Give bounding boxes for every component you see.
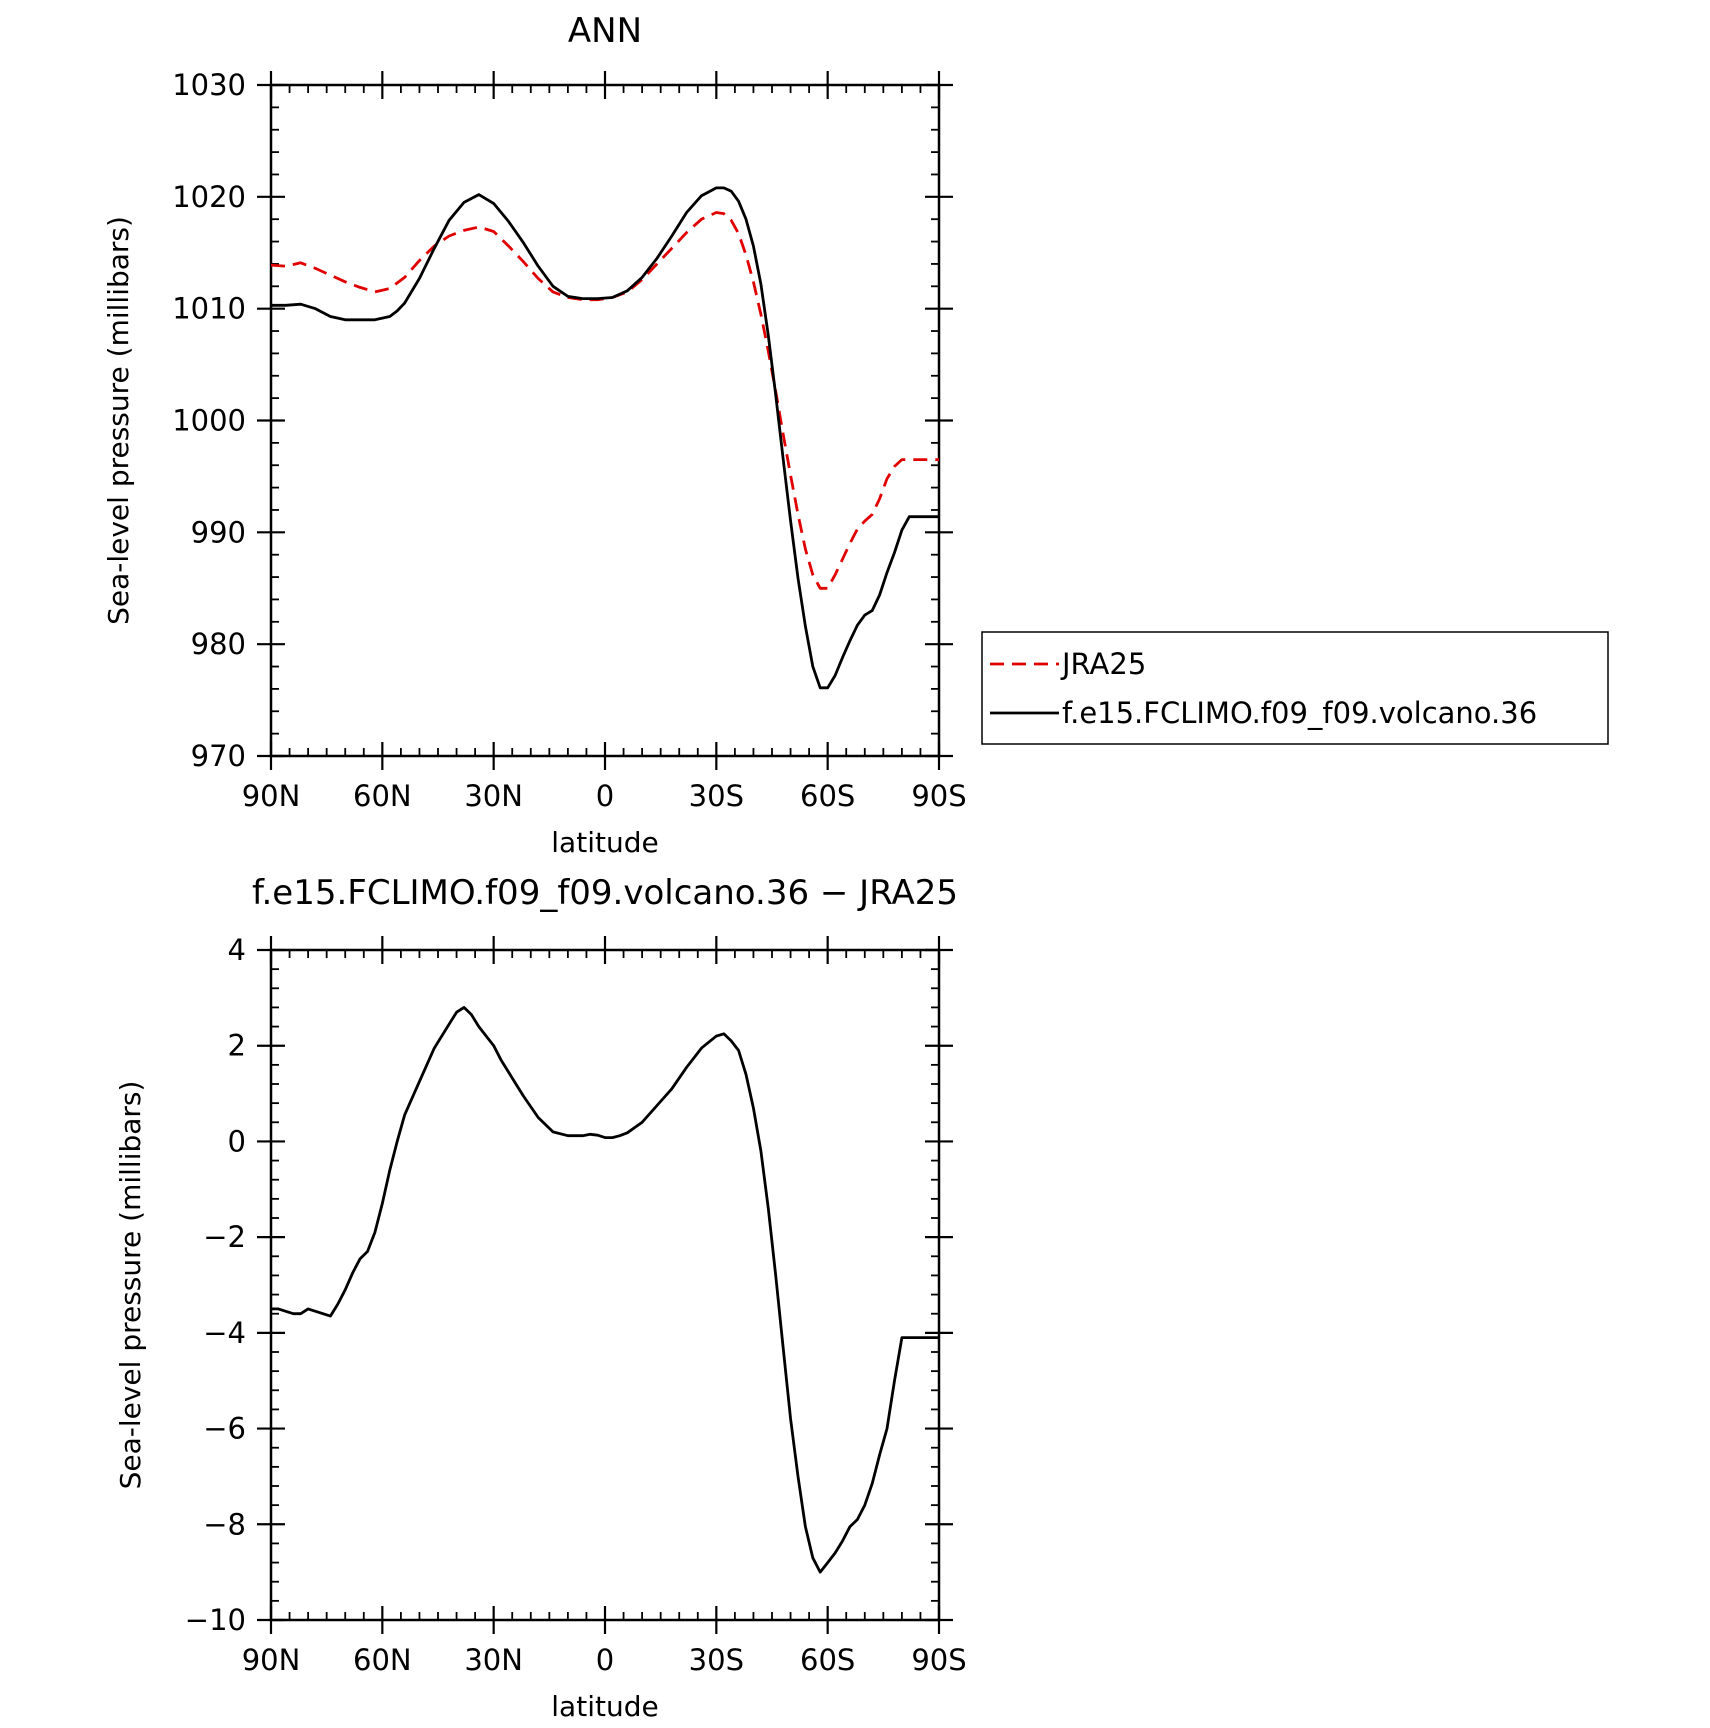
- y-tick-label: 4: [228, 933, 246, 967]
- x-tick-label: 0: [596, 779, 614, 813]
- y-tick-label: 1030: [172, 68, 246, 102]
- x-tick-label: 90S: [911, 779, 966, 813]
- chart-title: ANN: [568, 11, 642, 51]
- x-tick-label: 0: [596, 1643, 614, 1677]
- plot-frame: [269, 83, 941, 758]
- y-tick-label: 1020: [172, 180, 246, 214]
- chart-title: f.e15.FCLIMO.f09_f09.volcano.36 − JRA25: [252, 873, 958, 913]
- x-tick-label: 60N: [353, 1643, 412, 1677]
- y-tick-label: 1010: [172, 292, 246, 326]
- y-tick-label: −2: [203, 1220, 246, 1254]
- y-tick-label: −10: [185, 1603, 246, 1637]
- legend-box: [981, 631, 1609, 745]
- x-tick-label: 90N: [242, 1643, 301, 1677]
- legend: JRA25 f.e15.FCLIMO.f09_f09.volcano.36: [981, 631, 1609, 745]
- y-tick-label: 0: [228, 1124, 246, 1158]
- y-tick-label: 2: [228, 1029, 246, 1063]
- panel-top: ANN 90N 60N 30N 0 30S 60S 90S 1030 1020 1010 1000 99…: [102, 11, 1609, 859]
- x-tick-label: 90N: [242, 779, 301, 813]
- legend-entry-label: JRA25: [1060, 647, 1146, 681]
- x-axis-label: latitude: [551, 1690, 658, 1723]
- plot-frame: [269, 948, 941, 1622]
- x-tick-label: 30N: [464, 1643, 523, 1677]
- x-tick-label: 60S: [800, 1643, 855, 1677]
- y-tick-label: −8: [203, 1507, 246, 1541]
- y-axis-label: Sea-level pressure (millibars): [114, 1081, 147, 1490]
- x-tick-label: 90S: [911, 1643, 966, 1677]
- x-axis-label: latitude: [551, 826, 658, 859]
- x-tick-label: 30N: [464, 779, 523, 813]
- y-tick-label: 990: [191, 515, 246, 549]
- x-tick-label: 30S: [689, 1643, 744, 1677]
- y-tick-label: 970: [191, 739, 246, 773]
- panel-bottom: f.e15.FCLIMO.f09_f09.volcano.36 − JRA25 9…: [114, 873, 967, 1723]
- x-tick-label: 60N: [353, 779, 412, 813]
- y-tick-label: −4: [203, 1316, 246, 1350]
- y-tick-label: −6: [203, 1412, 246, 1446]
- series-line-1: [271, 186, 939, 690]
- x-tick-label: 60S: [800, 779, 855, 813]
- y-tick-label: 1000: [172, 404, 246, 438]
- legend-entry-label: f.e15.FCLIMO.f09_f09.volcano.36: [1062, 696, 1537, 730]
- series-line-0: [271, 1006, 939, 1574]
- x-tick-label: 30S: [689, 779, 744, 813]
- y-axis-label: Sea-level pressure (millibars): [102, 216, 135, 625]
- series-line-0: [270, 211, 939, 590]
- y-tick-label: 980: [191, 627, 246, 661]
